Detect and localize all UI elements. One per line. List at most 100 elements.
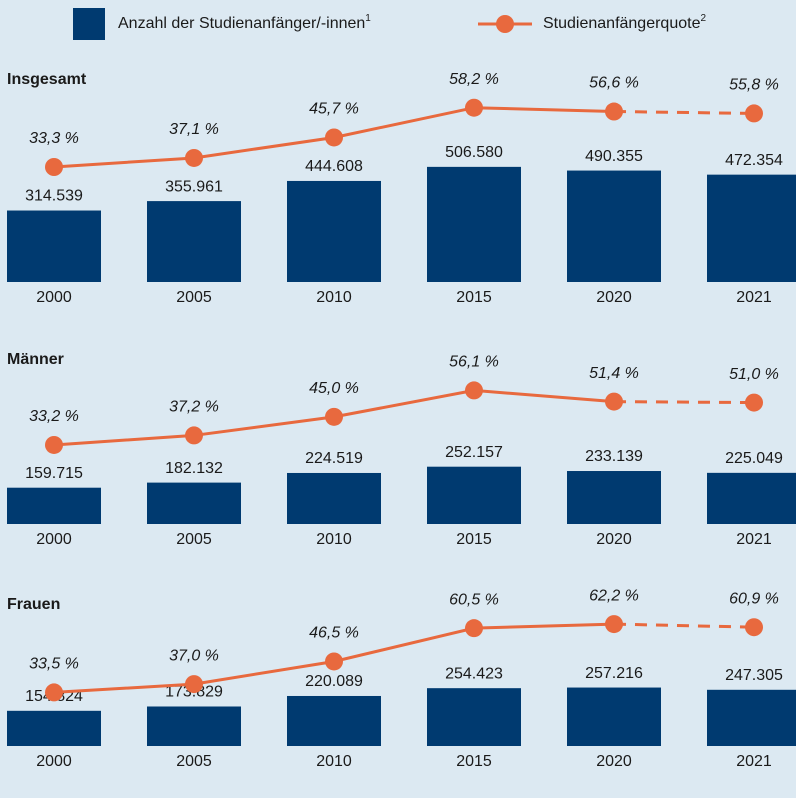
legend-marker bbox=[496, 15, 514, 33]
x-tick-label: 2010 bbox=[316, 753, 352, 770]
bar bbox=[147, 201, 241, 282]
x-tick-label: 2015 bbox=[456, 531, 492, 548]
panel-title: Frauen bbox=[7, 596, 60, 613]
bar bbox=[427, 688, 521, 746]
legend-name: Anzahl der Studienanfänger/-innen bbox=[118, 15, 365, 32]
bar bbox=[287, 180, 381, 282]
line-value-label: 60,9 % bbox=[729, 590, 779, 607]
line-marker bbox=[745, 104, 763, 123]
line-dashed bbox=[613, 110, 755, 115]
line-marker bbox=[45, 158, 63, 176]
bar-value-label: 355.961 bbox=[165, 178, 223, 195]
bar-value-label: 220.089 bbox=[305, 673, 363, 690]
bar-value-label: 444.608 bbox=[305, 158, 363, 175]
line-marker bbox=[185, 148, 203, 167]
line-marker bbox=[45, 683, 63, 702]
line-value-label: 56,1 % bbox=[449, 354, 499, 371]
legend-swatch bbox=[73, 8, 105, 40]
line-marker bbox=[745, 393, 763, 412]
bar-value-label: 182.132 bbox=[165, 460, 223, 477]
line-value-label: 33,3 % bbox=[29, 130, 79, 147]
bar-value-label: 254.423 bbox=[445, 665, 503, 682]
line-marker bbox=[605, 615, 623, 634]
bar bbox=[567, 687, 661, 746]
line-marker bbox=[605, 392, 623, 411]
bar-value-label: 247.305 bbox=[725, 667, 783, 684]
line-value-label: 58,2 % bbox=[449, 71, 499, 88]
bar-value-label: 224.519 bbox=[305, 450, 363, 467]
line-value-label: 46,5 % bbox=[309, 625, 359, 642]
bar-value-label: 472.354 bbox=[725, 152, 783, 169]
legend-name: Studienanfängerquote bbox=[543, 15, 701, 32]
line-dashed bbox=[613, 400, 755, 405]
bar-value-label: 225.049 bbox=[725, 450, 783, 467]
line-marker bbox=[325, 652, 343, 671]
line-value-label: 55,8 % bbox=[729, 77, 779, 94]
bar bbox=[427, 466, 521, 524]
line-value-label: 60,5 % bbox=[449, 591, 499, 608]
line-value-label: 56,6 % bbox=[589, 75, 639, 92]
line-marker bbox=[605, 102, 623, 121]
legend-label: Anzahl der Studienanfänger/-innen1 bbox=[118, 13, 371, 33]
bar bbox=[287, 472, 381, 524]
x-tick-label: 2005 bbox=[176, 753, 212, 770]
bar bbox=[7, 487, 101, 524]
panel-title: Insgesamt bbox=[7, 71, 87, 88]
x-tick-label: 2020 bbox=[596, 753, 632, 770]
line-marker bbox=[465, 381, 483, 400]
line-value-label: 62,2 % bbox=[589, 587, 639, 604]
bar-value-label: 159.715 bbox=[25, 465, 83, 482]
line-value-label: 51,0 % bbox=[729, 366, 779, 383]
bar bbox=[707, 174, 796, 282]
x-tick-label: 2021 bbox=[736, 289, 772, 306]
line-value-label: 45,0 % bbox=[309, 380, 359, 397]
x-tick-label: 2015 bbox=[456, 753, 492, 770]
bar bbox=[287, 695, 381, 746]
line-marker bbox=[325, 407, 343, 426]
line-value-label: 33,2 % bbox=[29, 408, 79, 425]
bar-value-label: 506.580 bbox=[445, 144, 503, 161]
x-tick-label: 2000 bbox=[36, 531, 72, 548]
line-marker bbox=[745, 618, 763, 637]
line-marker bbox=[45, 435, 63, 454]
line-marker bbox=[465, 98, 483, 117]
bar bbox=[427, 166, 521, 282]
line-marker bbox=[185, 426, 203, 445]
line-dashed bbox=[613, 622, 755, 629]
x-tick-label: 2021 bbox=[736, 531, 772, 548]
line-marker bbox=[185, 675, 203, 694]
x-tick-label: 2020 bbox=[596, 531, 632, 548]
legend-label: Studienanfängerquote2 bbox=[543, 13, 706, 33]
bar bbox=[707, 472, 796, 524]
bar bbox=[567, 170, 661, 282]
x-tick-label: 2000 bbox=[36, 289, 72, 306]
x-tick-label: 2015 bbox=[456, 289, 492, 306]
line-marker bbox=[325, 128, 343, 147]
line-value-label: 51,4 % bbox=[589, 365, 639, 382]
line-value-label: 37,0 % bbox=[169, 647, 219, 664]
bar-value-label: 252.157 bbox=[445, 444, 503, 461]
x-tick-label: 2005 bbox=[176, 531, 212, 548]
x-tick-label: 2020 bbox=[596, 289, 632, 306]
bar bbox=[567, 471, 661, 524]
bar bbox=[147, 706, 241, 746]
bar-value-label: 257.216 bbox=[585, 665, 643, 682]
x-tick-label: 2010 bbox=[316, 289, 352, 306]
bar-value-label: 490.355 bbox=[585, 148, 643, 165]
x-tick-label: 2005 bbox=[176, 289, 212, 306]
bar-value-label: 233.139 bbox=[585, 448, 643, 465]
x-tick-label: 2000 bbox=[36, 753, 72, 770]
line-value-label: 37,2 % bbox=[169, 399, 219, 416]
bar bbox=[7, 710, 101, 746]
x-tick-label: 2010 bbox=[316, 531, 352, 548]
line-value-label: 45,7 % bbox=[309, 101, 359, 118]
line-value-label: 33,5 % bbox=[29, 656, 79, 673]
legend-footnote: 1 bbox=[365, 13, 371, 24]
line-value-label: 37,1 % bbox=[169, 121, 219, 138]
legend-footnote: 2 bbox=[700, 13, 706, 24]
x-tick-label: 2021 bbox=[736, 753, 772, 770]
line-marker bbox=[465, 619, 483, 638]
bar bbox=[707, 689, 796, 746]
bar-value-label: 314.539 bbox=[25, 188, 83, 205]
